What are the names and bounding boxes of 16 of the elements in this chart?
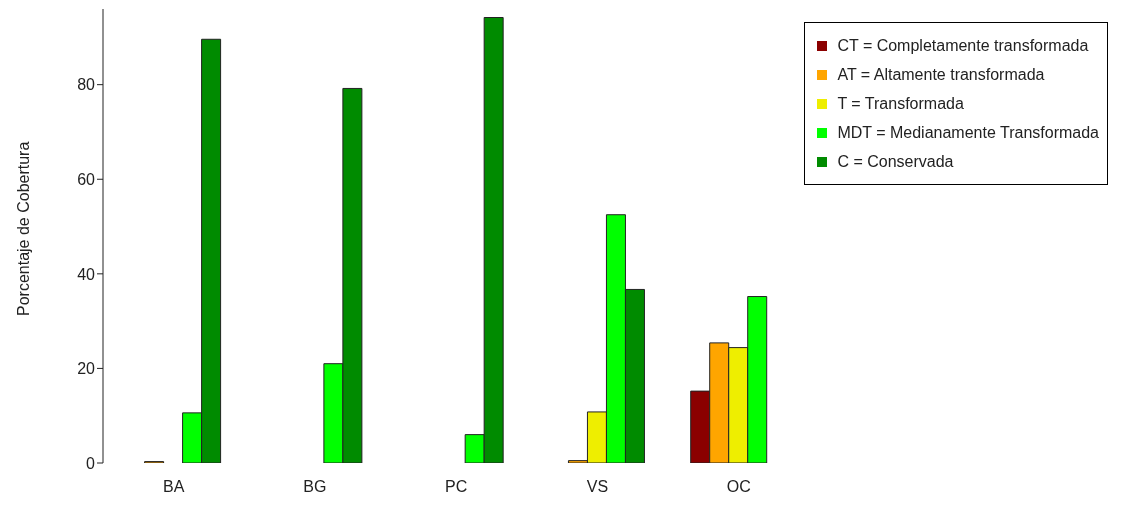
x-tick-label: BG [303,478,327,496]
legend-label: T = Transformada [837,94,964,113]
y-tick-label: 80 [77,76,96,94]
legend-label: CT = Completamente transformada [837,36,1089,55]
x-tick-label: VS [586,478,609,496]
y-tick-label: 40 [77,265,96,283]
legend-label: AT = Altamente transformada [837,65,1045,84]
legend-label: C = Conservada [837,152,954,171]
y-tick-label: 20 [77,360,96,378]
y-axis-title: Porcentaje de Cobertura [14,141,32,316]
y-tick-label: 60 [77,170,96,188]
x-tick-label: OC [726,478,751,496]
x-tick-label: PC [445,478,468,496]
y-tick-label: 0 [86,454,96,472]
x-tick-label: BA [162,478,185,496]
legend-label: MDT = Medianamente Transformada [837,123,1099,142]
